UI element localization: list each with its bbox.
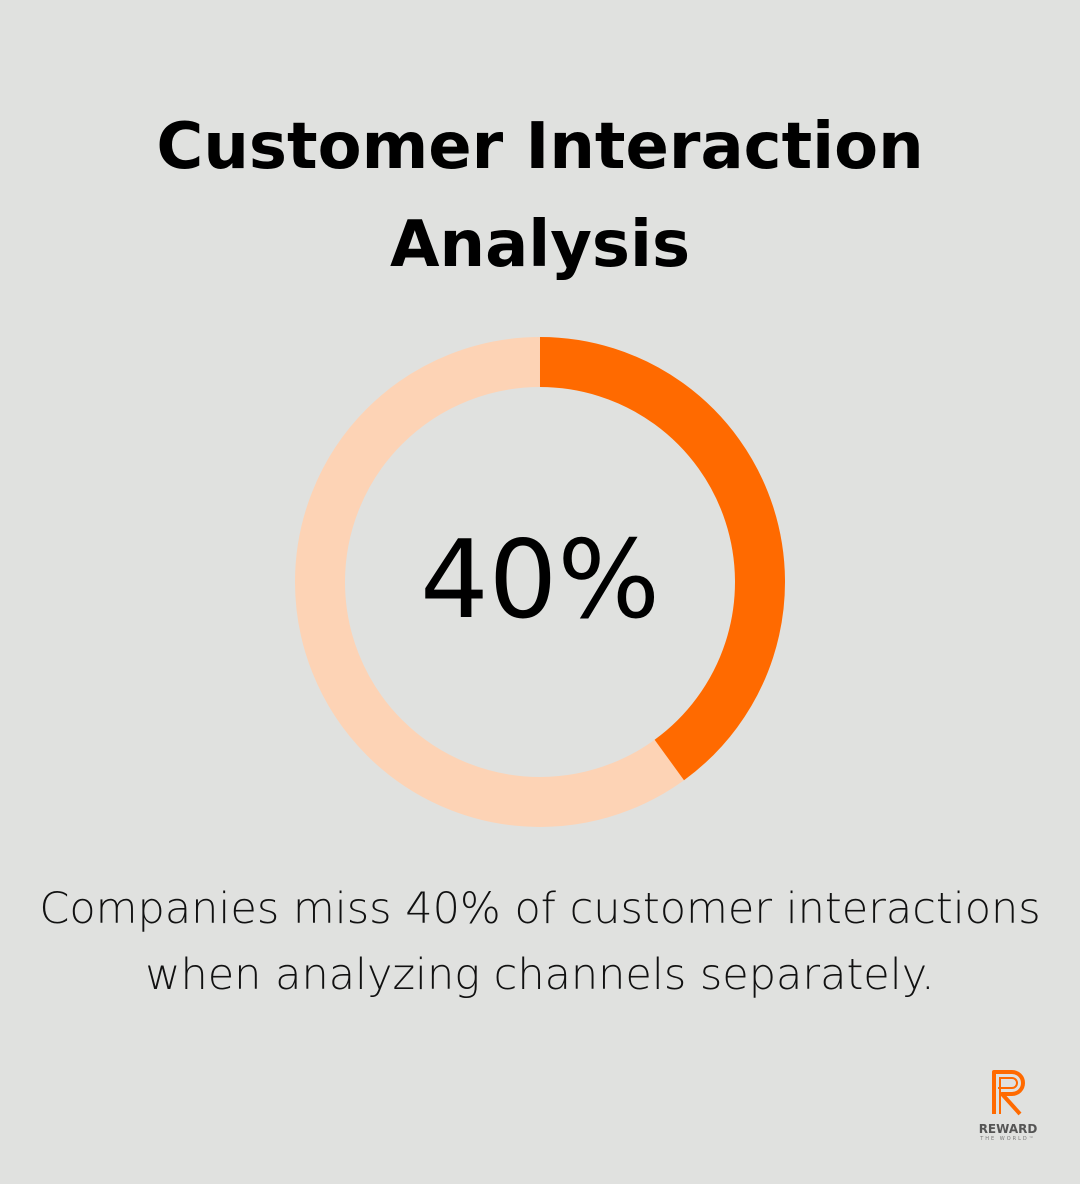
center-percentage-label: 40% <box>420 518 660 643</box>
donut-segment-highlight <box>539 337 785 781</box>
title-line-1: Customer Interaction <box>156 110 924 184</box>
reward-logo: REWARD THE WORLD™ <box>972 1066 1044 1142</box>
donut-chart: 40% <box>295 337 785 827</box>
logo-r-icon <box>992 1070 1025 1116</box>
title-line-2: Analysis <box>389 208 691 282</box>
page-title: Customer Interaction Analysis <box>0 98 1080 294</box>
caption-line-1: Companies miss 40% of customer interacti… <box>39 884 1041 934</box>
caption: Companies miss 40% of customer interacti… <box>0 876 1080 1008</box>
caption-line-2: when analyzing channels separately. <box>145 950 935 1000</box>
logo-word: REWARD <box>978 1122 1038 1136</box>
logo-subtext: THE WORLD™ <box>980 1136 1036 1142</box>
